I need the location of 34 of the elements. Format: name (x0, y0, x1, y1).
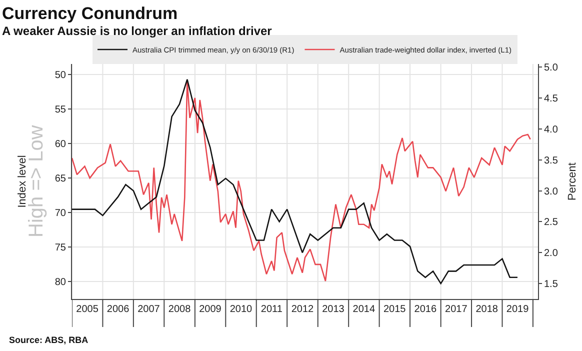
y2-tick-label: 1.5 (544, 279, 558, 290)
x-tick-label: 2016 (414, 304, 437, 315)
y2-tick-label: 2.0 (544, 248, 558, 260)
y2-tick-label: 2.5 (544, 217, 558, 228)
y-tick-label: 50 (54, 70, 66, 81)
x-tick-label: 2006 (106, 304, 130, 315)
y2-tick-label: 3.0 (544, 186, 558, 198)
x-tick-label: 2014 (352, 304, 376, 315)
chart-title: Currency Conundrum (2, 4, 178, 23)
source-note: Source: ABS, RBA (9, 335, 89, 345)
x-tick-label: 2012 (291, 304, 314, 315)
x-tick-label: 2013 (322, 304, 345, 315)
y-tick-label: 55 (54, 104, 66, 116)
x-tick-label: 2019 (506, 304, 530, 315)
x-tick-label: 2015 (383, 304, 406, 315)
x-tick-label: 2008 (168, 304, 192, 315)
y-tick-label: 75 (54, 242, 66, 254)
y-tick-label: 60 (54, 138, 66, 150)
x-tick-label: 2011 (260, 304, 283, 315)
x-tick-label: 2010 (230, 304, 253, 315)
y2-tick-label: 5.0 (544, 62, 558, 74)
y2-axis-title: Percent (566, 162, 578, 200)
y-tick-label: 70 (54, 208, 66, 220)
x-tick-label: 2005 (76, 304, 99, 315)
x-tick-label: 2007 (138, 304, 160, 315)
y2-tick-label: 4.5 (544, 94, 558, 105)
chart-subtitle: A weaker Aussie is no longer an inflation driver (2, 24, 272, 38)
x-tick-label: 2018 (476, 304, 498, 315)
x-tick-label: 2017 (445, 304, 468, 315)
y2-tick-label: 3.5 (544, 155, 558, 166)
y-tick-label: 65 (54, 174, 66, 185)
x-tick-label: 2009 (199, 304, 222, 315)
y-tick-label: 80 (54, 277, 66, 288)
y2-tick-label: 4.0 (544, 124, 558, 136)
